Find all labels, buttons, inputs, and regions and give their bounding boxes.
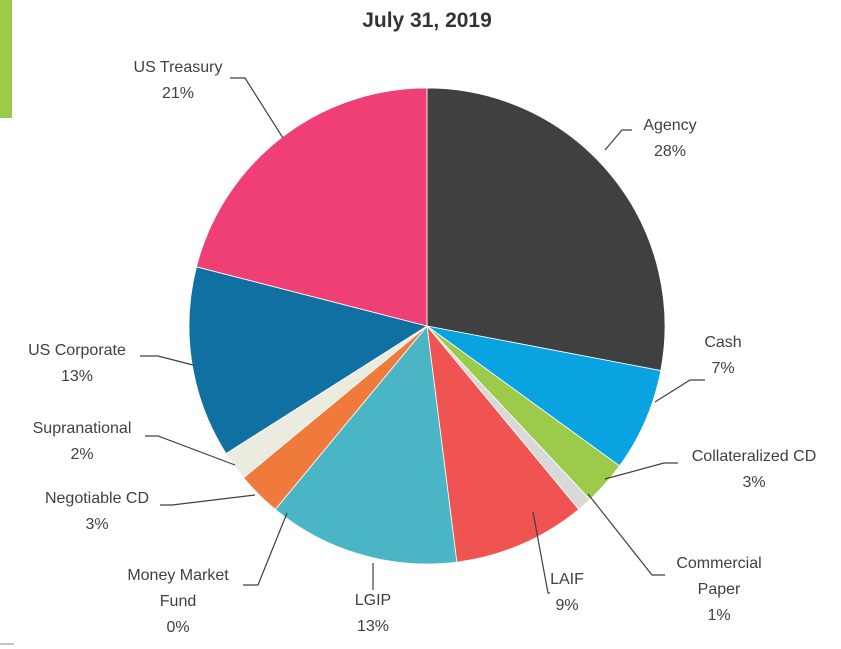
slice-label: Supranational — [33, 420, 132, 437]
chart-title: July 31, 2019 — [362, 9, 492, 32]
slice-label: US Treasury — [134, 59, 223, 76]
slice-label: LGIP — [355, 592, 391, 609]
slice-label: Collateralized CD — [692, 448, 817, 465]
slice-label: LAIF — [550, 571, 584, 588]
slice-label: US Corporate — [28, 342, 126, 359]
value-label: 2% — [70, 446, 93, 463]
value-label: 0% — [166, 619, 189, 636]
leader-line — [654, 379, 705, 403]
value-label: 3% — [85, 516, 108, 533]
slice-label: Cash — [704, 334, 741, 351]
value-label: 13% — [357, 618, 389, 635]
leader-line — [604, 129, 632, 151]
pie-slice — [188, 266, 428, 455]
pie-slice — [426, 324, 580, 563]
slice-label: Money Market Fund — [127, 567, 229, 610]
pie-slice — [274, 325, 458, 565]
slice-label: Agency — [643, 117, 696, 134]
leader-line — [145, 435, 236, 466]
value-label: 28% — [654, 143, 686, 160]
pie-slice — [195, 87, 428, 327]
leader-line — [532, 511, 550, 594]
leader-line — [604, 462, 678, 480]
value-label: 1% — [707, 607, 730, 624]
pie-slice — [426, 87, 666, 372]
leader-line — [140, 355, 194, 366]
slice-label: Commercial Paper — [676, 555, 761, 598]
pie-slice — [426, 325, 662, 467]
leader-line — [160, 494, 256, 506]
value-label: 13% — [61, 368, 93, 385]
side-accent — [0, 0, 12, 118]
leader-line — [230, 77, 284, 139]
value-label: 21% — [162, 85, 194, 102]
slice-label: Negotiable CD — [45, 490, 149, 507]
leader-line — [587, 493, 665, 576]
value-label: 3% — [742, 474, 765, 491]
value-label: 9% — [555, 597, 578, 614]
leader-line — [243, 512, 288, 586]
value-label: 7% — [711, 360, 734, 377]
